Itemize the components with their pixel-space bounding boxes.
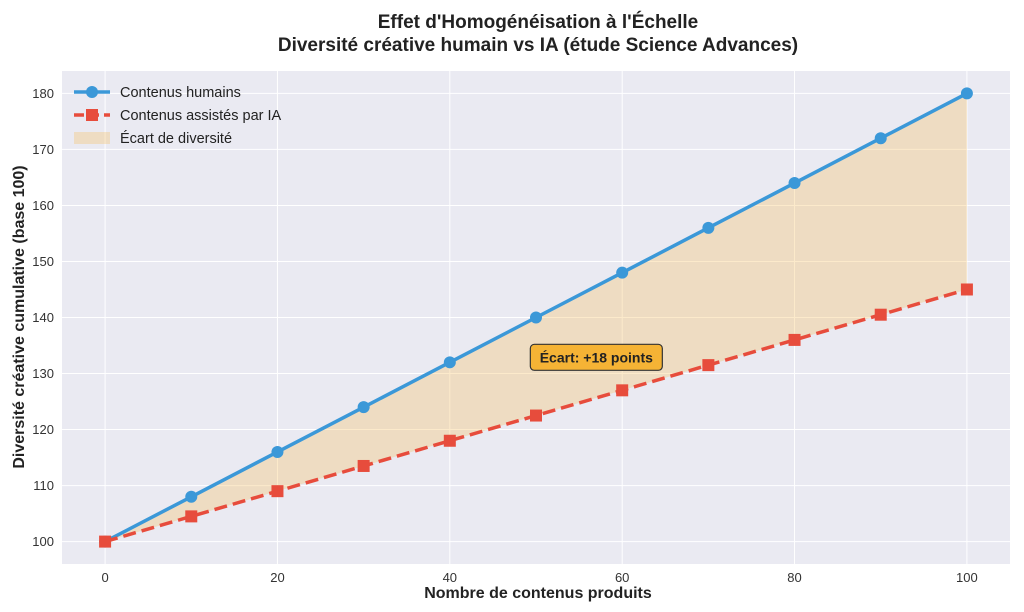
data-point-square [702,359,715,372]
y-tick-label: 130 [32,366,54,381]
y-tick-label: 120 [32,422,54,437]
data-point-circle [616,266,629,279]
data-point-square [357,459,370,472]
series-layer [99,87,973,548]
x-tick-label: 20 [270,570,284,585]
data-point-circle [185,490,198,503]
series-human [99,87,973,548]
data-point-square [960,283,973,296]
data-point-square [530,409,542,422]
legend: Contenus humains Contenus assistés par IA… [74,85,282,147]
data-point-square [874,308,887,321]
data-point-square [271,485,284,498]
data-point-square [99,535,112,548]
data-point-circle [271,445,284,458]
x-tick-label: 100 [956,570,978,585]
legend-swatch-fill [74,132,110,144]
legend-marker [86,109,98,121]
y-tick-label: 140 [32,310,54,325]
data-point-circle [443,356,456,369]
legend-label: Contenus assistés par IA [120,108,282,124]
y-tick-label: 100 [32,534,54,549]
legend-item-human: Contenus humains [74,85,241,101]
x-tick-label: 60 [615,570,629,585]
chart-subtitle: Diversité créative humain vs IA (étude S… [278,35,798,56]
legend-item-gap: Écart de diversité [74,130,232,147]
tick-labels: 0 20 40 60 80 100 100 110 120 130 140 150 160 170 180 [32,86,977,585]
data-point-circle [357,401,370,414]
annotation-box [529,343,663,371]
y-axis-label: Diversité créative cumulative (base 100) [11,165,28,468]
series-ai [99,283,973,548]
data-point-square [185,510,198,523]
legend-label: Contenus humains [120,85,241,101]
annotation-text: Écart: +18 points [540,349,653,365]
legend-item-ai: Contenus assistés par IA [74,108,282,124]
x-axis-label: Nombre de contenus produits [424,585,652,602]
annotation: Écart: +18 points [529,343,663,371]
x-tick-label: 0 [101,570,108,585]
data-point-square [788,333,801,346]
y-tick-label: 110 [33,478,54,493]
legend-marker [86,86,98,98]
y-tick-label: 150 [32,254,54,269]
data-point-circle [702,221,715,234]
data-point-square [616,384,629,397]
data-point-square [443,434,456,447]
data-point-circle [874,132,887,145]
x-tick-label: 40 [443,570,457,585]
x-tick-label: 80 [787,570,801,585]
y-tick-label: 180 [32,86,54,101]
data-point-circle [788,177,801,190]
chart-title: Effet d'Homogénéisation à l'Échelle [378,11,699,33]
y-tick-label: 160 [32,198,54,213]
y-tick-label: 170 [32,142,54,157]
legend-label: Écart de diversité [120,130,232,147]
data-point-circle [960,87,973,100]
data-point-circle [530,311,542,324]
